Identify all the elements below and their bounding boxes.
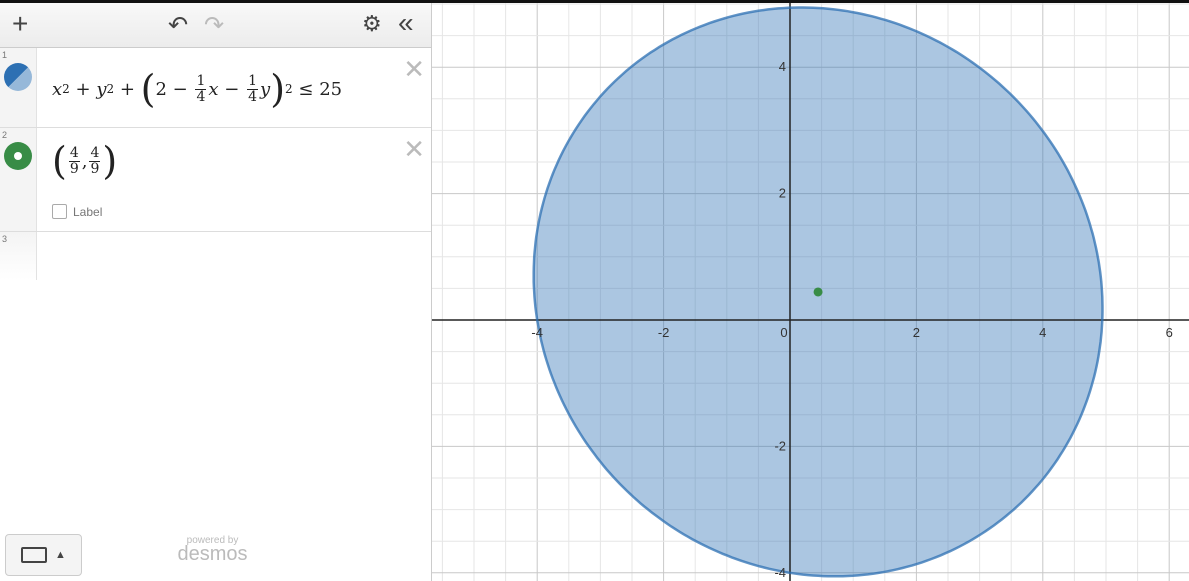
expression-math-2[interactable]: (4 9, 4 9) — [52, 139, 118, 183]
graph-canvas[interactable]: -4 -2 0 2 4 6 4 2 -2 -4 — [432, 3, 1189, 581]
delete-expression-icon[interactable]: ✕ — [403, 134, 425, 164]
x-tick-label: -4 — [531, 325, 543, 340]
point-marker — [813, 287, 823, 297]
powered-by-text: powered by — [186, 535, 239, 546]
label-checkbox-text: Label — [73, 204, 103, 219]
region-color-icon[interactable] — [4, 63, 32, 91]
y-tick-label: 2 — [779, 186, 786, 201]
caret-up-icon: ▲ — [55, 549, 66, 561]
expression-gutter: 2 — [0, 128, 37, 231]
powered-by-desmos[interactable]: powered by desmos — [170, 535, 255, 566]
point-color-icon[interactable] — [4, 142, 32, 170]
keyboard-icon — [21, 547, 48, 563]
x-tick-label: 4 — [1039, 325, 1046, 340]
label-toggle[interactable]: Label — [52, 204, 102, 219]
collapse-panel-button[interactable]: « — [398, 7, 414, 38]
settings-gear-icon[interactable]: ⚙ — [362, 11, 382, 36]
inequality-boundary — [532, 6, 1104, 578]
x-tick-label: 2 — [913, 325, 920, 340]
label-checkbox[interactable] — [52, 204, 67, 219]
expression-index: 1 — [2, 50, 8, 60]
y-tick-label: 4 — [779, 59, 786, 74]
y-tick-label: -2 — [774, 438, 786, 453]
expression-rhs: 25 — [319, 78, 343, 100]
expression-gutter: 1 — [0, 48, 37, 127]
expression-index: 3 — [2, 234, 8, 244]
expression-row-2[interactable]: 2 (4 9, 4 9) Label ✕ — [0, 128, 431, 232]
window-top-border — [0, 0, 1189, 3]
x-tick-label: 0 — [780, 325, 787, 340]
add-expression-button[interactable]: + — [12, 8, 29, 39]
keyboard-toggle-button[interactable]: ▲ — [5, 534, 82, 576]
x-tick-label: -2 — [658, 325, 670, 340]
delete-expression-icon[interactable]: ✕ — [403, 54, 425, 84]
redo-button[interactable]: ↷ — [204, 12, 225, 39]
y-tick-label: -4 — [774, 565, 786, 580]
expression-row-3[interactable]: 3 — [0, 232, 431, 280]
expression-gutter: 3 — [0, 232, 37, 280]
x-tick-label: 6 — [1166, 325, 1173, 340]
desmos-logo: desmos — [177, 543, 248, 565]
expression-index: 2 — [2, 130, 8, 140]
expression-toolbar: + ↶ ↷ ⚙ « — [0, 3, 431, 48]
undo-button[interactable]: ↶ — [168, 12, 189, 39]
